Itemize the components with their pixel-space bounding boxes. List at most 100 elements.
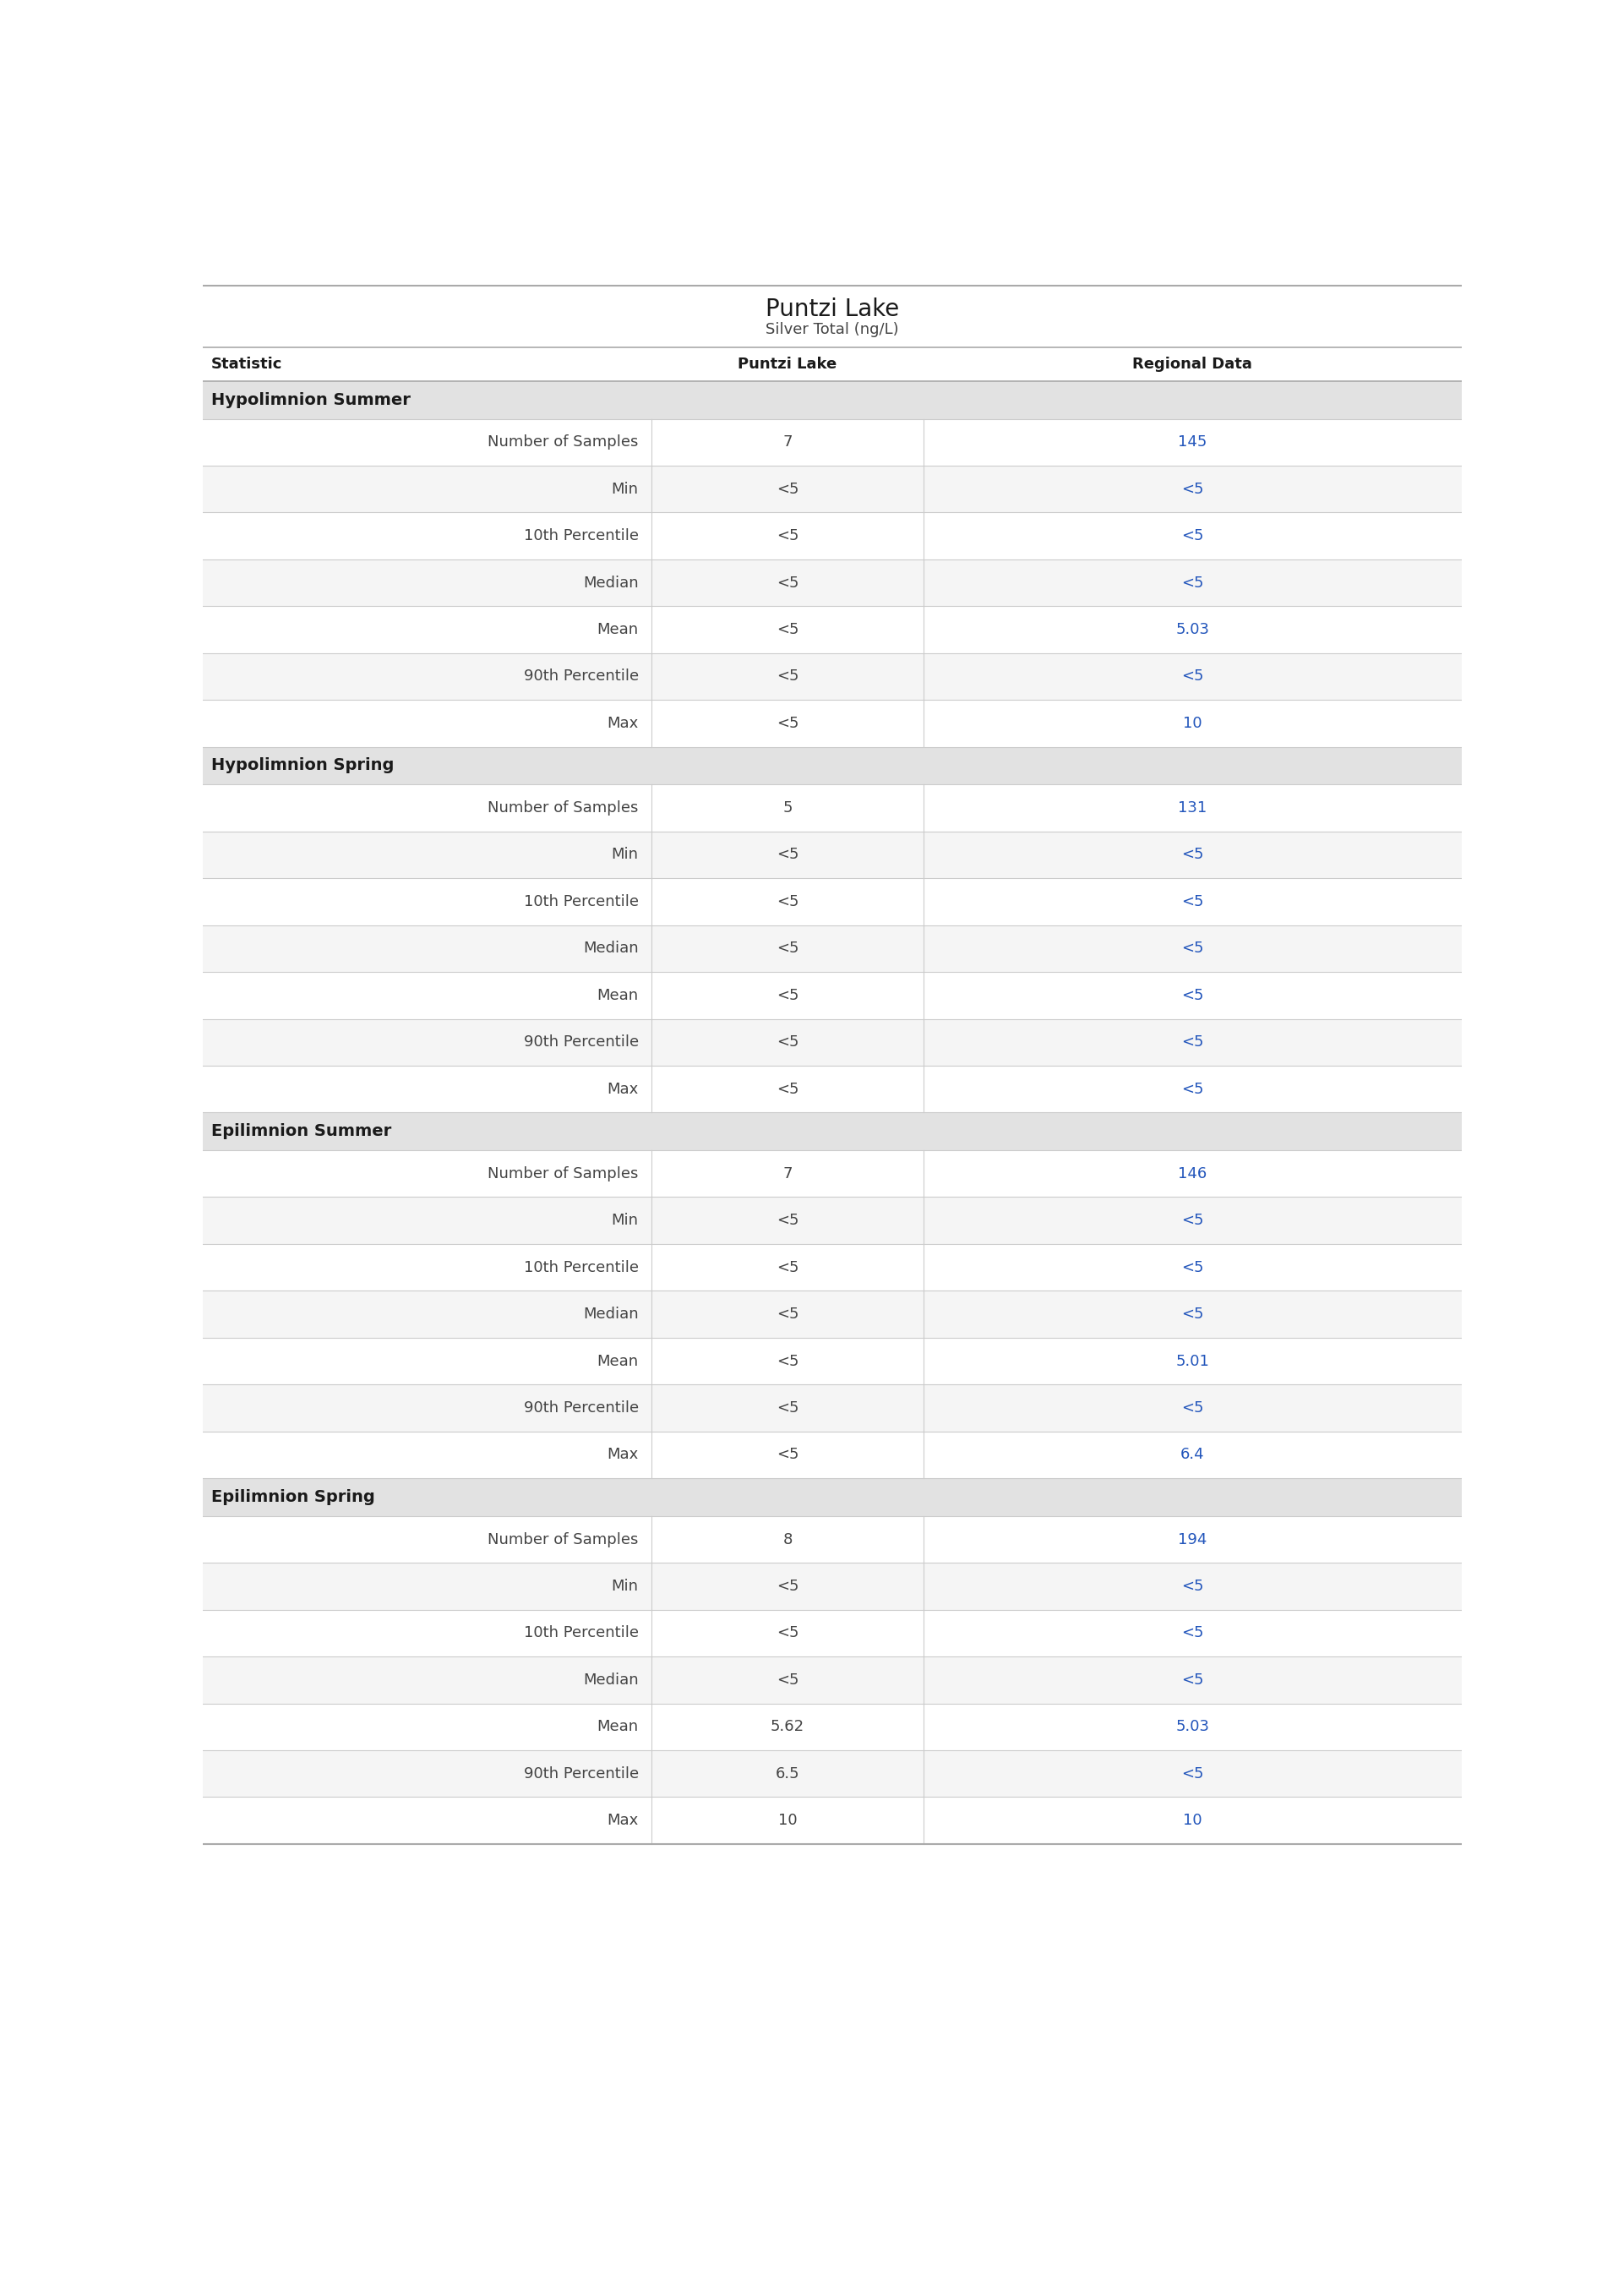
Text: Epilimnion Spring: Epilimnion Spring: [211, 1489, 375, 1505]
Text: <5: <5: [1181, 847, 1203, 863]
Bar: [203, 381, 1462, 420]
Bar: [203, 1196, 1462, 1244]
Bar: [203, 831, 1462, 878]
Text: 146: 146: [1177, 1167, 1207, 1180]
Text: <5: <5: [776, 670, 799, 683]
Text: Regional Data: Regional Data: [1132, 356, 1252, 372]
Text: <5: <5: [1181, 942, 1203, 956]
Text: 5.62: 5.62: [770, 1718, 804, 1734]
Text: 10: 10: [1182, 1814, 1202, 1827]
Text: <5: <5: [1181, 1578, 1203, 1594]
Bar: [203, 1657, 1462, 1702]
Text: Min: Min: [611, 1212, 638, 1228]
Text: Mean: Mean: [598, 987, 638, 1003]
Text: <5: <5: [776, 1578, 799, 1594]
Text: 8: 8: [783, 1532, 793, 1548]
Text: <5: <5: [776, 715, 799, 731]
Text: <5: <5: [1181, 987, 1203, 1003]
Bar: [203, 1385, 1462, 1432]
Text: <5: <5: [776, 1212, 799, 1228]
Text: <5: <5: [1181, 1081, 1203, 1096]
Text: Mean: Mean: [598, 1718, 638, 1734]
Text: 5: 5: [783, 801, 793, 815]
Text: Puntzi Lake: Puntzi Lake: [737, 356, 836, 372]
Bar: [203, 1151, 1462, 1196]
Text: <5: <5: [776, 1353, 799, 1369]
Text: Min: Min: [611, 481, 638, 497]
Text: Min: Min: [611, 1578, 638, 1594]
Bar: [203, 1478, 1462, 1516]
Bar: [203, 420, 1462, 465]
Text: Hypolimnion Summer: Hypolimnion Summer: [211, 393, 411, 409]
Bar: [203, 1065, 1462, 1112]
Text: Median: Median: [583, 1673, 638, 1687]
Text: <5: <5: [1181, 574, 1203, 590]
Text: 10th Percentile: 10th Percentile: [523, 529, 638, 543]
Text: <5: <5: [1181, 1035, 1203, 1049]
Text: Median: Median: [583, 942, 638, 956]
Text: Median: Median: [583, 574, 638, 590]
Text: <5: <5: [776, 1260, 799, 1276]
Text: <5: <5: [1181, 1260, 1203, 1276]
Text: Median: Median: [583, 1308, 638, 1321]
Text: 5.01: 5.01: [1176, 1353, 1210, 1369]
Bar: [203, 747, 1462, 785]
Bar: [203, 926, 1462, 972]
Text: 10: 10: [778, 1814, 797, 1827]
Text: Max: Max: [607, 1448, 638, 1462]
Text: <5: <5: [776, 847, 799, 863]
Bar: [203, 513, 1462, 558]
Text: <5: <5: [776, 942, 799, 956]
Text: <5: <5: [776, 1308, 799, 1321]
Text: <5: <5: [1181, 1625, 1203, 1641]
Text: <5: <5: [1181, 1401, 1203, 1416]
Text: 90th Percentile: 90th Percentile: [523, 1401, 638, 1416]
Bar: [203, 1702, 1462, 1750]
Text: <5: <5: [1181, 481, 1203, 497]
Text: Max: Max: [607, 1814, 638, 1827]
Text: 10th Percentile: 10th Percentile: [523, 894, 638, 910]
Text: <5: <5: [776, 987, 799, 1003]
Text: <5: <5: [1181, 1308, 1203, 1321]
Text: 90th Percentile: 90th Percentile: [523, 1766, 638, 1782]
Text: <5: <5: [776, 1081, 799, 1096]
Bar: [203, 1609, 1462, 1657]
Bar: [203, 465, 1462, 513]
Text: Min: Min: [611, 847, 638, 863]
Text: 7: 7: [783, 1167, 793, 1180]
Text: <5: <5: [776, 622, 799, 638]
Text: Mean: Mean: [598, 1353, 638, 1369]
Bar: [203, 558, 1462, 606]
Text: <5: <5: [776, 529, 799, 543]
Bar: [203, 1798, 1462, 1843]
Text: 7: 7: [783, 434, 793, 449]
Text: <5: <5: [776, 574, 799, 590]
Text: Number of Samples: Number of Samples: [487, 1167, 638, 1180]
Text: <5: <5: [1181, 1766, 1203, 1782]
Bar: [203, 1019, 1462, 1065]
Text: <5: <5: [1181, 1673, 1203, 1687]
Text: 90th Percentile: 90th Percentile: [523, 670, 638, 683]
Bar: [203, 654, 1462, 699]
Bar: [203, 972, 1462, 1019]
Text: Number of Samples: Number of Samples: [487, 801, 638, 815]
Text: Mean: Mean: [598, 622, 638, 638]
Text: Number of Samples: Number of Samples: [487, 1532, 638, 1548]
Text: 5.03: 5.03: [1176, 622, 1210, 638]
Text: <5: <5: [1181, 1212, 1203, 1228]
Bar: [203, 1562, 1462, 1609]
Text: 10th Percentile: 10th Percentile: [523, 1625, 638, 1641]
Text: 10: 10: [1182, 715, 1202, 731]
Text: 131: 131: [1177, 801, 1207, 815]
Bar: [203, 699, 1462, 747]
Text: <5: <5: [1181, 529, 1203, 543]
Bar: [203, 1112, 1462, 1151]
Text: 6.5: 6.5: [775, 1766, 799, 1782]
Text: <5: <5: [776, 1673, 799, 1687]
Bar: [203, 1244, 1462, 1292]
Text: 5.03: 5.03: [1176, 1718, 1210, 1734]
Text: 145: 145: [1177, 434, 1207, 449]
Bar: [203, 1750, 1462, 1798]
Text: Epilimnion Summer: Epilimnion Summer: [211, 1124, 391, 1140]
Text: <5: <5: [776, 1401, 799, 1416]
